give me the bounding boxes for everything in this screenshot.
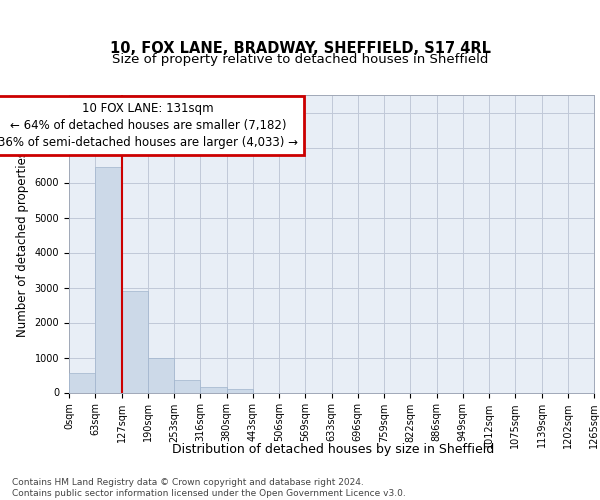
Bar xyxy=(69,373,95,392)
Text: 10 FOX LANE: 131sqm
← 64% of detached houses are smaller (7,182)
36% of semi-det: 10 FOX LANE: 131sqm ← 64% of detached ho… xyxy=(0,102,298,149)
Text: 10, FOX LANE, BRADWAY, SHEFFIELD, S17 4RL: 10, FOX LANE, BRADWAY, SHEFFIELD, S17 4R… xyxy=(110,41,491,56)
Bar xyxy=(122,291,148,392)
Bar xyxy=(95,168,122,392)
Text: Contains HM Land Registry data © Crown copyright and database right 2024.
Contai: Contains HM Land Registry data © Crown c… xyxy=(12,478,406,498)
Bar xyxy=(174,380,200,392)
Y-axis label: Number of detached properties: Number of detached properties xyxy=(16,151,29,337)
Bar xyxy=(227,390,253,392)
Text: Size of property relative to detached houses in Sheffield: Size of property relative to detached ho… xyxy=(112,53,488,66)
Bar xyxy=(200,387,227,392)
Text: Distribution of detached houses by size in Sheffield: Distribution of detached houses by size … xyxy=(172,442,494,456)
Bar xyxy=(148,358,174,392)
